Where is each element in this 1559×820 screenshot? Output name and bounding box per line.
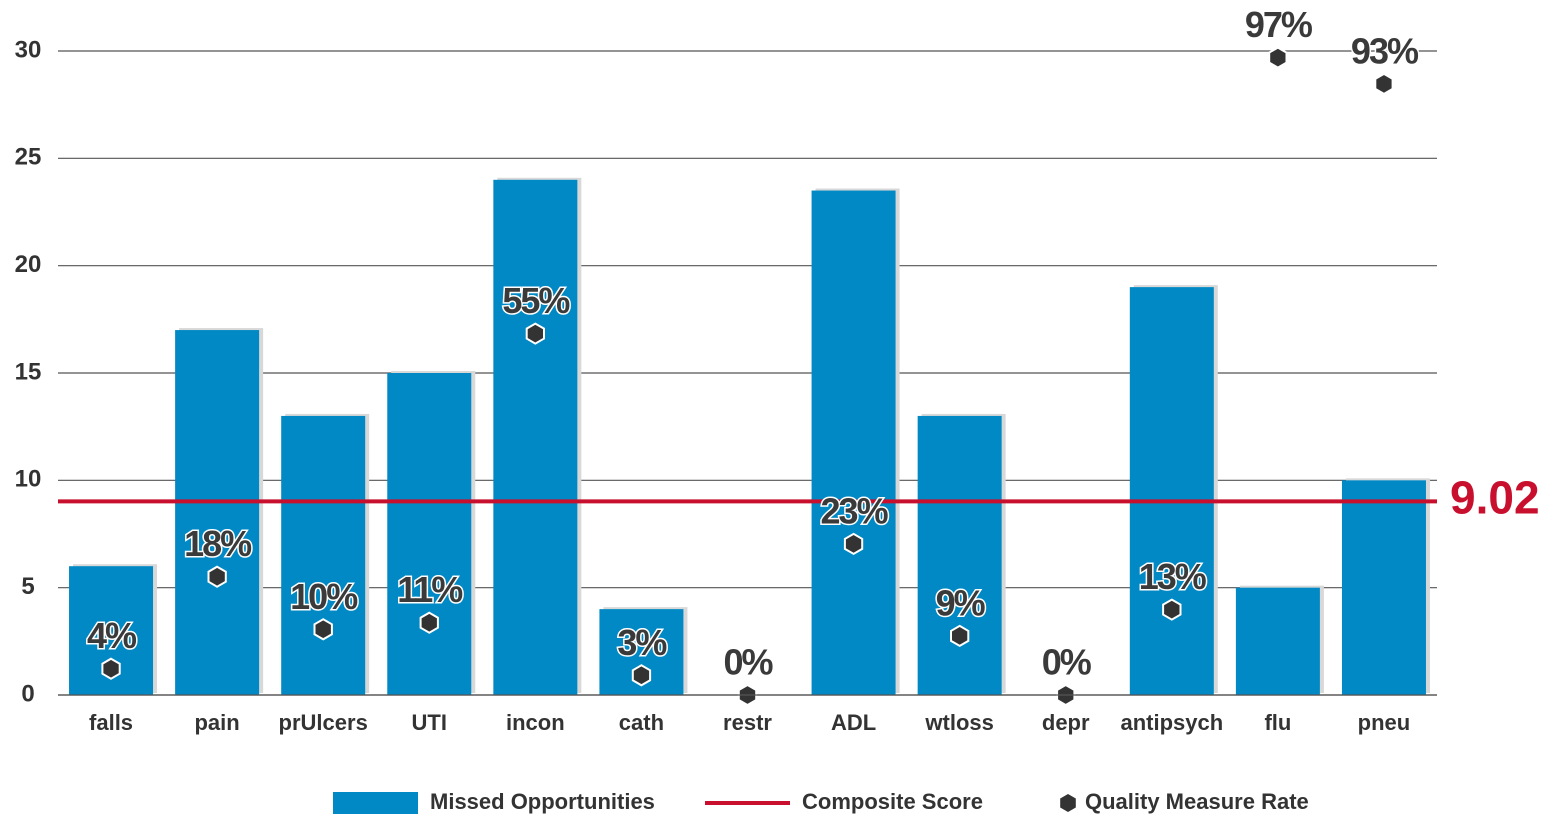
y-tick-label: 10 [15, 466, 42, 493]
rate-label: 23% [821, 490, 889, 531]
legend-swatch [1060, 794, 1076, 812]
legend-label: Composite Score [802, 789, 983, 814]
legend-label: Missed Opportunities [430, 789, 655, 814]
x-tick-label: cath [619, 710, 664, 735]
y-tick-label: 0 [21, 680, 34, 707]
marker [525, 322, 545, 345]
x-tick-label: flu [1264, 710, 1291, 735]
rate-label: 10% [290, 576, 358, 617]
bar [917, 415, 1002, 695]
marker [1162, 598, 1182, 621]
marker [1374, 72, 1394, 96]
rate-label: 93% [1351, 30, 1419, 71]
marker [1268, 46, 1288, 69]
rate-label: 9% [936, 582, 986, 623]
legend-label: Quality Measure Rate [1085, 789, 1309, 814]
composite-label: 9.02 [1450, 472, 1540, 524]
rate-label: 97% [1245, 4, 1313, 45]
x-tick-label: UTI [412, 710, 447, 735]
rate-label: 13% [1139, 556, 1207, 597]
rate-label: 0% [1042, 642, 1092, 683]
bar [1129, 287, 1214, 695]
rate-label: 4% [87, 615, 137, 656]
marker [631, 664, 652, 687]
x-tick-label: incon [506, 710, 565, 735]
bar [1341, 480, 1426, 695]
legend-swatch [333, 792, 418, 814]
bar [387, 373, 472, 695]
y-tick-label: 25 [15, 144, 42, 171]
y-tick-label: 30 [15, 36, 42, 63]
x-tick-label: depr [1042, 710, 1090, 735]
rate-label: 55% [502, 280, 570, 321]
bar [1235, 587, 1320, 695]
rate-label: 11% [397, 569, 463, 610]
x-tick-label: falls [89, 710, 133, 735]
rate-label: 18% [184, 523, 252, 564]
marker [101, 657, 121, 680]
x-tick-label: restr [723, 710, 772, 735]
x-tick-label: wtloss [924, 710, 993, 735]
marker [950, 624, 970, 648]
x-tick-label: pain [194, 710, 239, 735]
bar [811, 190, 896, 696]
y-tick-label: 20 [15, 251, 42, 278]
x-tick-label: antipsych [1120, 710, 1223, 735]
y-tick-label: 15 [15, 358, 42, 385]
x-tick-label: prUlcers [279, 710, 368, 735]
x-tick-label: ADL [831, 710, 876, 735]
bar [175, 330, 260, 695]
bar [493, 179, 578, 696]
marker [313, 618, 333, 641]
rate-label: 3% [617, 622, 667, 663]
y-tick-label: 5 [21, 573, 34, 600]
marker [207, 565, 227, 588]
marker [843, 532, 864, 556]
bar [281, 415, 366, 695]
x-tick-label: pneu [1358, 710, 1411, 735]
marker [419, 611, 439, 634]
rate-label: 0% [723, 642, 773, 683]
